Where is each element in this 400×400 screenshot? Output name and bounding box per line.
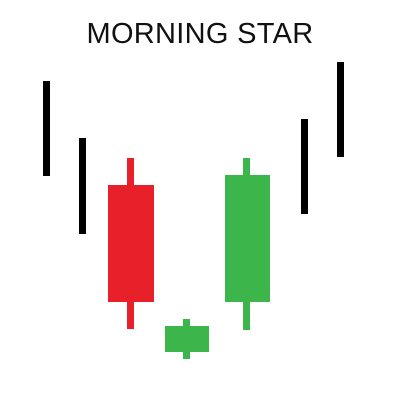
bearish-candle-body <box>108 185 154 302</box>
bullish-candle <box>225 158 270 330</box>
trend-line-3 <box>301 119 308 214</box>
star-candle <box>165 319 209 359</box>
bearish-candle-lower-wick <box>127 301 134 329</box>
trend-lines-left <box>43 81 86 234</box>
trend-line-4 <box>337 62 344 157</box>
trend-lines-right <box>301 62 344 214</box>
star-candle-body <box>165 326 209 352</box>
bullish-candle-upper-wick <box>243 158 250 176</box>
star-candle-upper-wick <box>183 319 190 327</box>
bullish-candle-body <box>225 175 270 302</box>
bearish-candle <box>108 158 154 329</box>
bearish-candle-upper-wick <box>127 158 134 186</box>
trend-line-2 <box>79 138 86 234</box>
trend-line-1 <box>43 81 50 176</box>
bullish-candle-lower-wick <box>243 301 250 330</box>
page-title: MORNING STAR <box>86 18 314 50</box>
star-candle-lower-wick <box>183 351 190 359</box>
